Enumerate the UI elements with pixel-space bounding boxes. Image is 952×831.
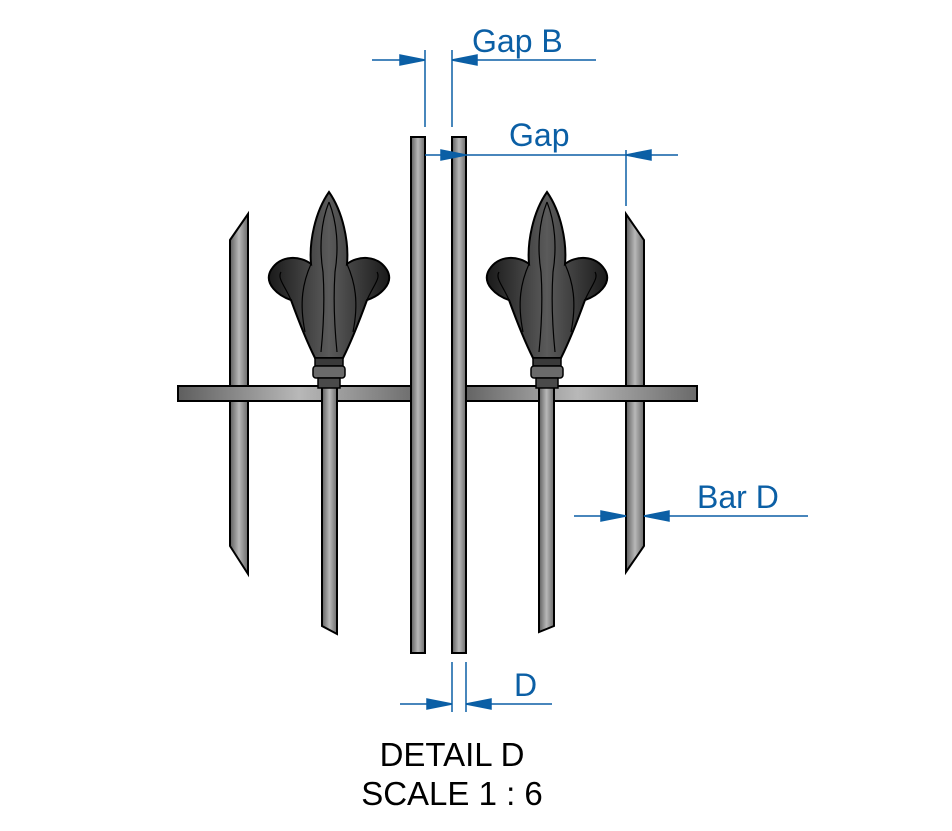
left-picket <box>321 371 338 636</box>
left-finial <box>267 191 391 389</box>
right-finial <box>485 191 609 389</box>
gap-label: Gap <box>509 117 569 153</box>
bar-d-label: Bar D <box>697 479 779 515</box>
detail-title: DETAIL D <box>380 736 525 773</box>
gap-b-label: Gap B <box>472 23 563 59</box>
d-label: D <box>514 667 537 703</box>
right-horizontal-rail <box>457 385 698 402</box>
left-horizontal-rail <box>177 385 421 402</box>
dimension-lines <box>372 50 808 712</box>
scale-label: SCALE 1 : 6 <box>361 775 543 812</box>
right-picket <box>538 371 555 634</box>
right-center-post <box>451 136 467 654</box>
left-center-post <box>410 136 426 654</box>
